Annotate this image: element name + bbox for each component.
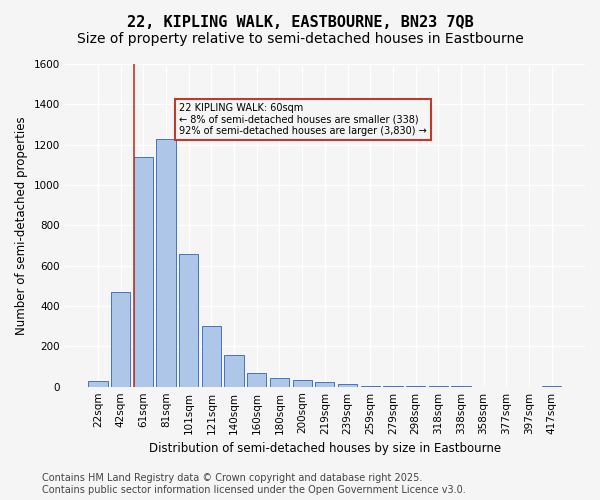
Bar	[270, 378, 289, 386]
Bar	[293, 380, 312, 386]
Bar	[338, 384, 357, 386]
Y-axis label: Number of semi-detached properties: Number of semi-detached properties	[15, 116, 28, 334]
Bar	[202, 326, 221, 386]
Text: 22 KIPLING WALK: 60sqm
← 8% of semi-detached houses are smaller (338)
92% of sem: 22 KIPLING WALK: 60sqm ← 8% of semi-deta…	[179, 102, 427, 136]
Bar	[134, 157, 153, 386]
Text: 22, KIPLING WALK, EASTBOURNE, BN23 7QB: 22, KIPLING WALK, EASTBOURNE, BN23 7QB	[127, 15, 473, 30]
Bar	[157, 138, 176, 386]
Bar	[111, 292, 130, 386]
Bar	[247, 372, 266, 386]
Text: Size of property relative to semi-detached houses in Eastbourne: Size of property relative to semi-detach…	[77, 32, 523, 46]
Text: Contains HM Land Registry data © Crown copyright and database right 2025.
Contai: Contains HM Land Registry data © Crown c…	[42, 474, 466, 495]
Bar	[179, 254, 199, 386]
Bar	[315, 382, 334, 386]
X-axis label: Distribution of semi-detached houses by size in Eastbourne: Distribution of semi-detached houses by …	[149, 442, 501, 455]
Bar	[224, 356, 244, 386]
Bar	[88, 380, 107, 386]
